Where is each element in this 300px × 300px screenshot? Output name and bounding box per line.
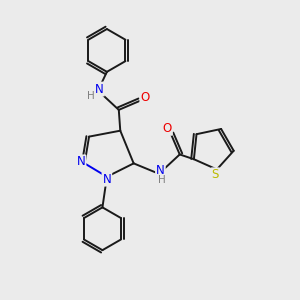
Text: N: N	[156, 164, 165, 177]
Text: S: S	[212, 168, 219, 181]
Text: H: H	[87, 91, 94, 101]
Text: O: O	[163, 122, 172, 135]
Text: N: N	[77, 155, 85, 168]
Text: N: N	[103, 172, 111, 186]
Text: N: N	[95, 82, 104, 96]
Text: O: O	[140, 92, 150, 104]
Text: H: H	[158, 175, 166, 185]
